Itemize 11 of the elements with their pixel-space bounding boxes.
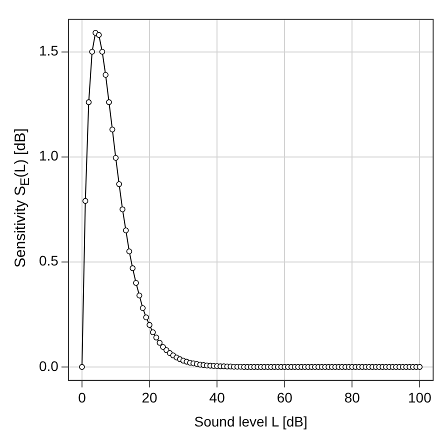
x-tick-label: 0	[78, 390, 86, 406]
y-tick-label: 1.0	[38, 148, 59, 164]
y-tick-label: 0.5	[38, 252, 59, 269]
y-tick-label: 1.5	[38, 42, 59, 59]
x-tick-label: 20	[142, 390, 158, 406]
x-tick-label: 40	[209, 390, 226, 406]
x-tick-label: 100	[408, 390, 432, 406]
x-tick-label: 80	[344, 390, 360, 406]
x-tick-label: 60	[276, 390, 293, 406]
x-axis-title: Sound level L [dB]	[194, 413, 308, 430]
y-tick-label: 0.0	[38, 358, 59, 374]
